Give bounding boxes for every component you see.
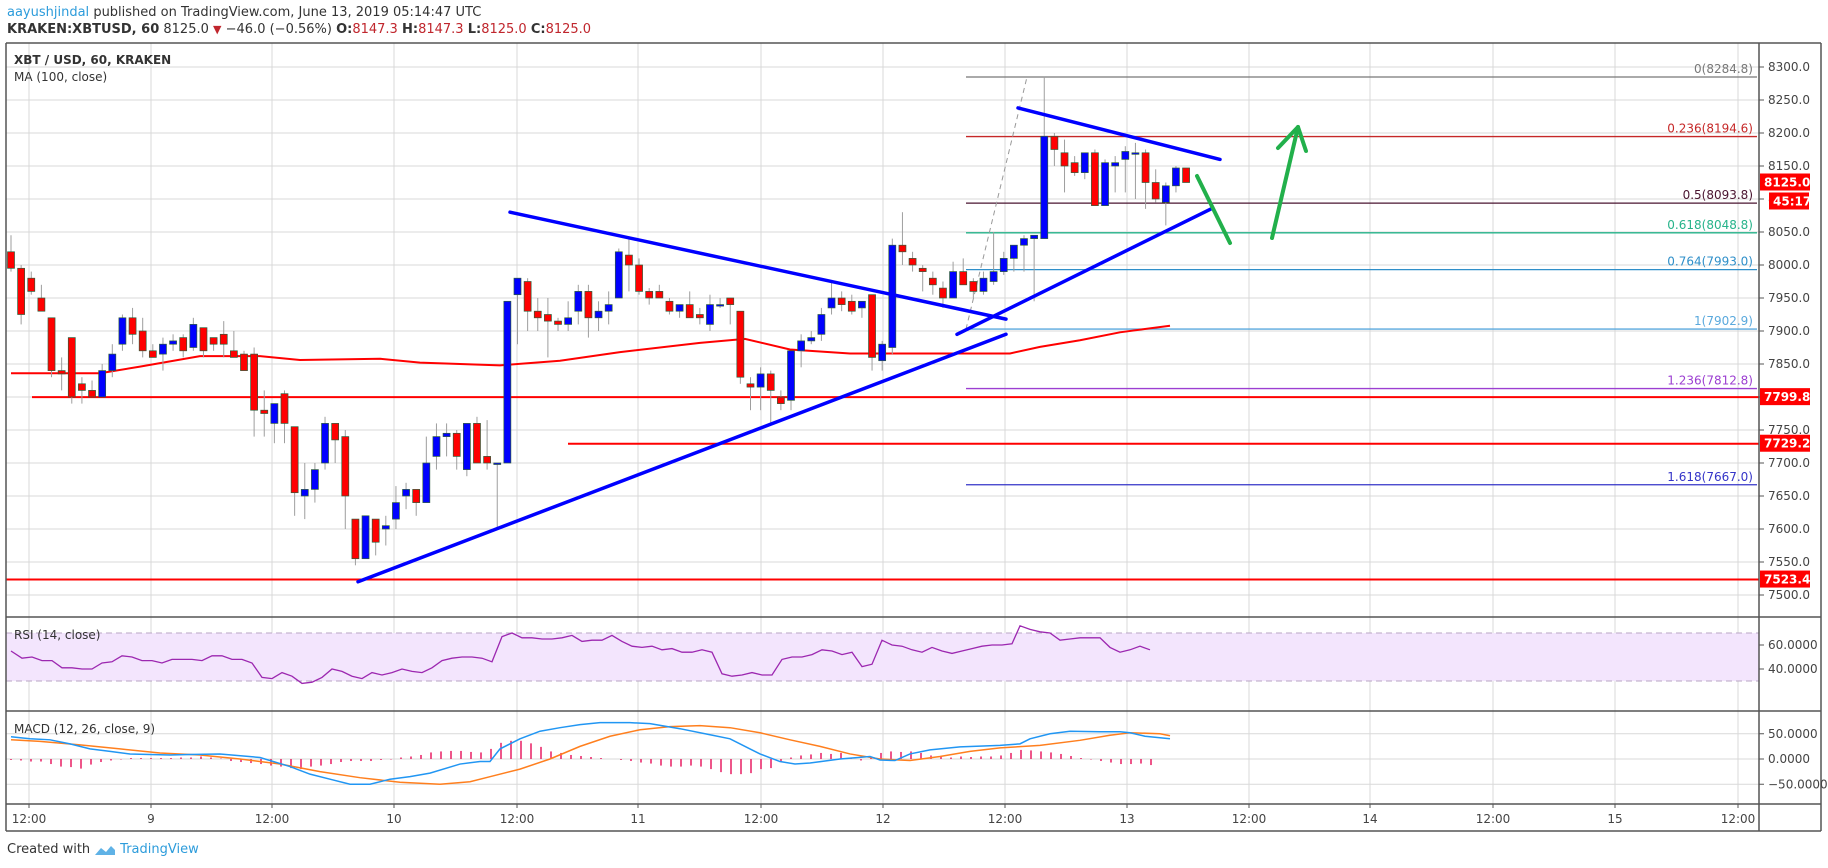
svg-text:8150.0: 8150.0 <box>1768 159 1810 173</box>
svg-text:1.236(7812.8): 1.236(7812.8) <box>1667 374 1753 388</box>
svg-text:45:17: 45:17 <box>1773 195 1811 209</box>
svg-text:7799.8: 7799.8 <box>1764 390 1810 404</box>
down-triangle-icon: ▼ <box>213 23 222 36</box>
indicators <box>10 624 1171 786</box>
symbol-quote-line: KRAKEN:XBTUSD, 60 8125.0 ▼ −46.0 (−0.56%… <box>7 22 591 37</box>
svg-text:8300.0: 8300.0 <box>1768 60 1810 74</box>
author-link[interactable]: aayushjindal <box>7 5 90 20</box>
svg-text:−50.0000: −50.0000 <box>1768 777 1828 791</box>
svg-text:50.0000: 50.0000 <box>1768 727 1818 741</box>
horizontal-levels <box>6 396 1759 581</box>
trendlines[interactable] <box>356 106 1222 584</box>
svg-text:7850.0: 7850.0 <box>1768 357 1810 371</box>
svg-text:14: 14 <box>1362 812 1377 826</box>
tradingview-logo-icon <box>95 845 116 855</box>
tradingview-link[interactable]: TradingView <box>120 842 199 857</box>
publish-info: aayushjindal published on TradingView.co… <box>7 5 481 20</box>
svg-text:8000.0: 8000.0 <box>1768 258 1810 272</box>
last-price: 8125.0 <box>163 22 209 37</box>
svg-text:1.618(7667.0): 1.618(7667.0) <box>1667 470 1753 484</box>
svg-text:7500.0: 7500.0 <box>1768 588 1810 602</box>
svg-text:0.618(8048.8): 0.618(8048.8) <box>1667 218 1753 232</box>
price-change: −46.0 (−0.56%) <box>225 22 332 37</box>
svg-text:0.5(8093.8): 0.5(8093.8) <box>1683 188 1753 202</box>
svg-text:7729.2: 7729.2 <box>1764 437 1810 451</box>
svg-text:12:00: 12:00 <box>744 812 779 826</box>
svg-text:8050.0: 8050.0 <box>1768 225 1810 239</box>
svg-text:8250.0: 8250.0 <box>1768 93 1810 107</box>
published-text: published on TradingView.com, June 13, 2… <box>93 5 482 20</box>
chart-title: XBT / USD, 60, KRAKEN <box>14 53 171 67</box>
svg-text:0.0000: 0.0000 <box>1768 752 1810 766</box>
svg-text:7600.0: 7600.0 <box>1768 522 1810 536</box>
svg-text:12:00: 12:00 <box>1721 812 1756 826</box>
svg-text:12: 12 <box>875 812 890 826</box>
svg-text:7700.0: 7700.0 <box>1768 456 1810 470</box>
svg-text:1(7902.9): 1(7902.9) <box>1694 314 1753 328</box>
svg-text:7950.0: 7950.0 <box>1768 291 1810 305</box>
fibonacci-retracement[interactable]: 0(8284.8) 0.236(8194.6) 0.5(8093.8) 0.618(8… <box>965 62 1757 486</box>
ma-legend: MA (100, close) <box>14 70 107 84</box>
gridlines <box>6 43 1759 804</box>
svg-text:60.0000: 60.0000 <box>1768 638 1818 652</box>
macd-legend: MACD (12, 26, close, 9) <box>14 722 155 736</box>
svg-text:7900.0: 7900.0 <box>1768 324 1810 338</box>
svg-text:8200.0: 8200.0 <box>1768 126 1810 140</box>
axes: 8300.08250.08200.08150.08100.08050.08000… <box>12 60 1828 826</box>
svg-text:7550.0: 7550.0 <box>1768 555 1810 569</box>
svg-text:12:00: 12:00 <box>500 812 535 826</box>
svg-text:7650.0: 7650.0 <box>1768 489 1810 503</box>
svg-text:12:00: 12:00 <box>988 812 1023 826</box>
svg-text:0.236(8194.6): 0.236(8194.6) <box>1667 122 1753 136</box>
low-value: 8125.0 <box>481 22 527 37</box>
svg-text:12:00: 12:00 <box>255 812 290 826</box>
svg-text:7750.0: 7750.0 <box>1768 423 1810 437</box>
high-label: H: <box>401 22 419 37</box>
candlesticks <box>7 76 1190 566</box>
svg-text:0(8284.8): 0(8284.8) <box>1694 62 1753 76</box>
svg-text:12:00: 12:00 <box>12 812 47 826</box>
chart-frame <box>5 42 1822 832</box>
svg-text:13: 13 <box>1119 812 1134 826</box>
rsi-legend: RSI (14, close) <box>14 628 100 642</box>
footer: Created with TradingView <box>7 842 199 857</box>
svg-text:11: 11 <box>630 812 645 826</box>
open-value: 8147.3 <box>352 22 398 37</box>
close-label: C: <box>530 22 546 37</box>
svg-text:8125.0: 8125.0 <box>1764 176 1810 190</box>
svg-text:12:00: 12:00 <box>1232 812 1267 826</box>
svg-text:7523.4: 7523.4 <box>1764 573 1810 587</box>
svg-text:12:00: 12:00 <box>1476 812 1511 826</box>
ma100-line <box>11 324 1171 375</box>
open-label: O: <box>336 22 353 37</box>
low-label: L: <box>467 22 482 37</box>
svg-text:0.764(7993.0): 0.764(7993.0) <box>1667 255 1753 269</box>
svg-text:15: 15 <box>1607 812 1622 826</box>
svg-text:10: 10 <box>386 812 401 826</box>
green-arrows[interactable] <box>1195 125 1308 245</box>
svg-text:9: 9 <box>147 812 155 826</box>
high-value: 8147.3 <box>418 22 464 37</box>
svg-text:40.0000: 40.0000 <box>1768 662 1818 676</box>
created-with-text: Created with <box>7 842 91 857</box>
close-value: 8125.0 <box>545 22 592 37</box>
symbol-label: KRAKEN:XBTUSD, 60 <box>7 22 160 37</box>
